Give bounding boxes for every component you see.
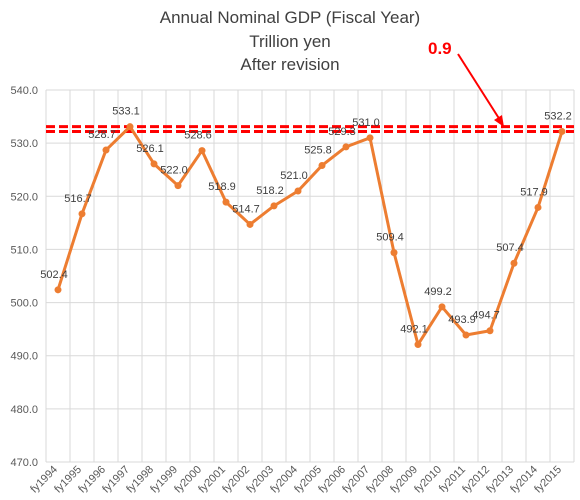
data-point xyxy=(534,203,542,211)
annotation: 0.9 xyxy=(428,39,504,127)
data-point xyxy=(558,127,566,135)
data-point xyxy=(150,160,158,168)
data-point xyxy=(486,327,494,335)
grid-lines xyxy=(45,89,575,463)
data-label: 516.7 xyxy=(64,193,92,205)
chart-subtitle-line-2: After revision xyxy=(240,55,340,74)
annotation-arrow-shaft xyxy=(457,53,501,121)
data-label: 499.2 xyxy=(424,286,452,298)
data-point xyxy=(294,187,302,195)
y-tick-label: 480.0 xyxy=(10,404,38,416)
data-point xyxy=(54,286,62,294)
data-point xyxy=(174,182,182,190)
x-tick-label: fy2010 xyxy=(412,464,444,496)
data-label: 518.9 xyxy=(208,181,236,193)
data-point xyxy=(366,134,374,142)
data-point xyxy=(126,123,134,131)
data-point xyxy=(198,147,206,155)
y-tick-label: 500.0 xyxy=(10,298,38,310)
data-label: 517.9 xyxy=(520,186,548,198)
data-point xyxy=(390,249,398,257)
data-label: 509.4 xyxy=(376,232,404,244)
data-label: 531.0 xyxy=(352,117,380,129)
chart-title: Annual Nominal GDP (Fiscal Year) xyxy=(159,8,421,27)
data-point xyxy=(414,341,422,349)
data-point xyxy=(510,259,518,267)
y-tick-label: 530.0 xyxy=(10,138,38,150)
data-label: 521.0 xyxy=(280,170,308,182)
reference-lines xyxy=(46,125,574,133)
data-label: 532.2 xyxy=(544,110,572,122)
annotation-arrow-head xyxy=(494,115,504,127)
y-tick-label: 490.0 xyxy=(10,351,38,363)
data-label: 494.7 xyxy=(472,310,500,322)
data-point xyxy=(438,303,446,311)
data-point xyxy=(270,202,278,210)
y-tick-label: 520.0 xyxy=(10,191,38,203)
data-point xyxy=(102,146,110,154)
data-point xyxy=(222,198,230,206)
data-label: 502.4 xyxy=(40,269,68,281)
data-label: 518.2 xyxy=(256,185,284,197)
data-label: 525.8 xyxy=(304,144,332,156)
data-label: 507.4 xyxy=(496,242,524,254)
data-series xyxy=(54,123,566,349)
data-point xyxy=(78,210,86,218)
x-tick-label: fy2015 xyxy=(532,464,564,496)
series-line xyxy=(56,125,564,347)
data-point xyxy=(462,331,470,339)
data-label: 529.3 xyxy=(328,126,356,138)
data-label: 514.7 xyxy=(232,203,260,215)
data-label: 526.1 xyxy=(136,143,164,155)
data-point xyxy=(342,143,350,151)
data-label: 533.1 xyxy=(112,106,140,118)
x-axis: fy1994fy1995fy1996fy1997fy1998fy1999fy20… xyxy=(28,464,564,496)
data-label: 492.1 xyxy=(400,324,428,336)
data-point xyxy=(246,220,254,228)
y-tick-label: 470.0 xyxy=(10,457,38,469)
annotation-label: 0.9 xyxy=(428,39,452,58)
data-label: 528.7 xyxy=(88,129,116,141)
chart-subtitle-line-1: Trillion yen xyxy=(249,32,331,51)
data-labels: 502.4 516.7 528.7 533.1 526.1 522.0 528.6 518.9… xyxy=(40,106,572,336)
data-label: 493.9 xyxy=(448,314,476,326)
y-tick-label: 510.0 xyxy=(10,244,38,256)
y-tick-label: 540.0 xyxy=(10,85,38,97)
data-label: 528.6 xyxy=(184,130,212,142)
data-label: 522.0 xyxy=(160,165,188,177)
y-axis: 470.0 480.0 490.0 500.0 510.0 520.0 530.0 540.0 xyxy=(10,85,38,469)
data-point xyxy=(318,161,326,169)
